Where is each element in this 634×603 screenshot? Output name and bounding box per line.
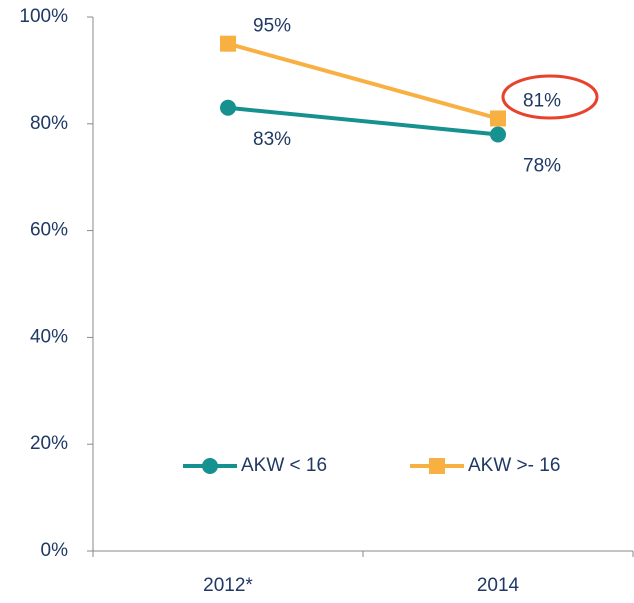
- line: [227, 105, 499, 137]
- data-label: 78%: [523, 155, 561, 176]
- y-tick-label: 80%: [30, 113, 68, 134]
- line: [227, 41, 499, 121]
- y-tick-label: 100%: [19, 6, 68, 27]
- y-tick-label: 0%: [41, 540, 69, 561]
- x-tick-label: 2012*: [203, 575, 253, 596]
- legend-label: AKW < 16: [241, 455, 327, 476]
- x-tick-label: 2014: [477, 575, 520, 596]
- y-tick-label: 60%: [30, 220, 68, 241]
- data-label: 81%: [523, 90, 561, 111]
- point: [490, 126, 506, 143]
- y-tick-label: 20%: [30, 433, 68, 454]
- point: [490, 110, 506, 127]
- data-label: 95%: [253, 16, 291, 37]
- legend-label: AKW >- 16: [468, 455, 560, 476]
- highlight-ellipse: [501, 74, 599, 120]
- y-tick-label: 40%: [30, 326, 68, 347]
- data-label: 83%: [253, 129, 291, 150]
- legend-marker: [429, 458, 445, 474]
- point: [220, 99, 236, 116]
- legend-marker: [202, 458, 218, 474]
- point: [220, 35, 236, 52]
